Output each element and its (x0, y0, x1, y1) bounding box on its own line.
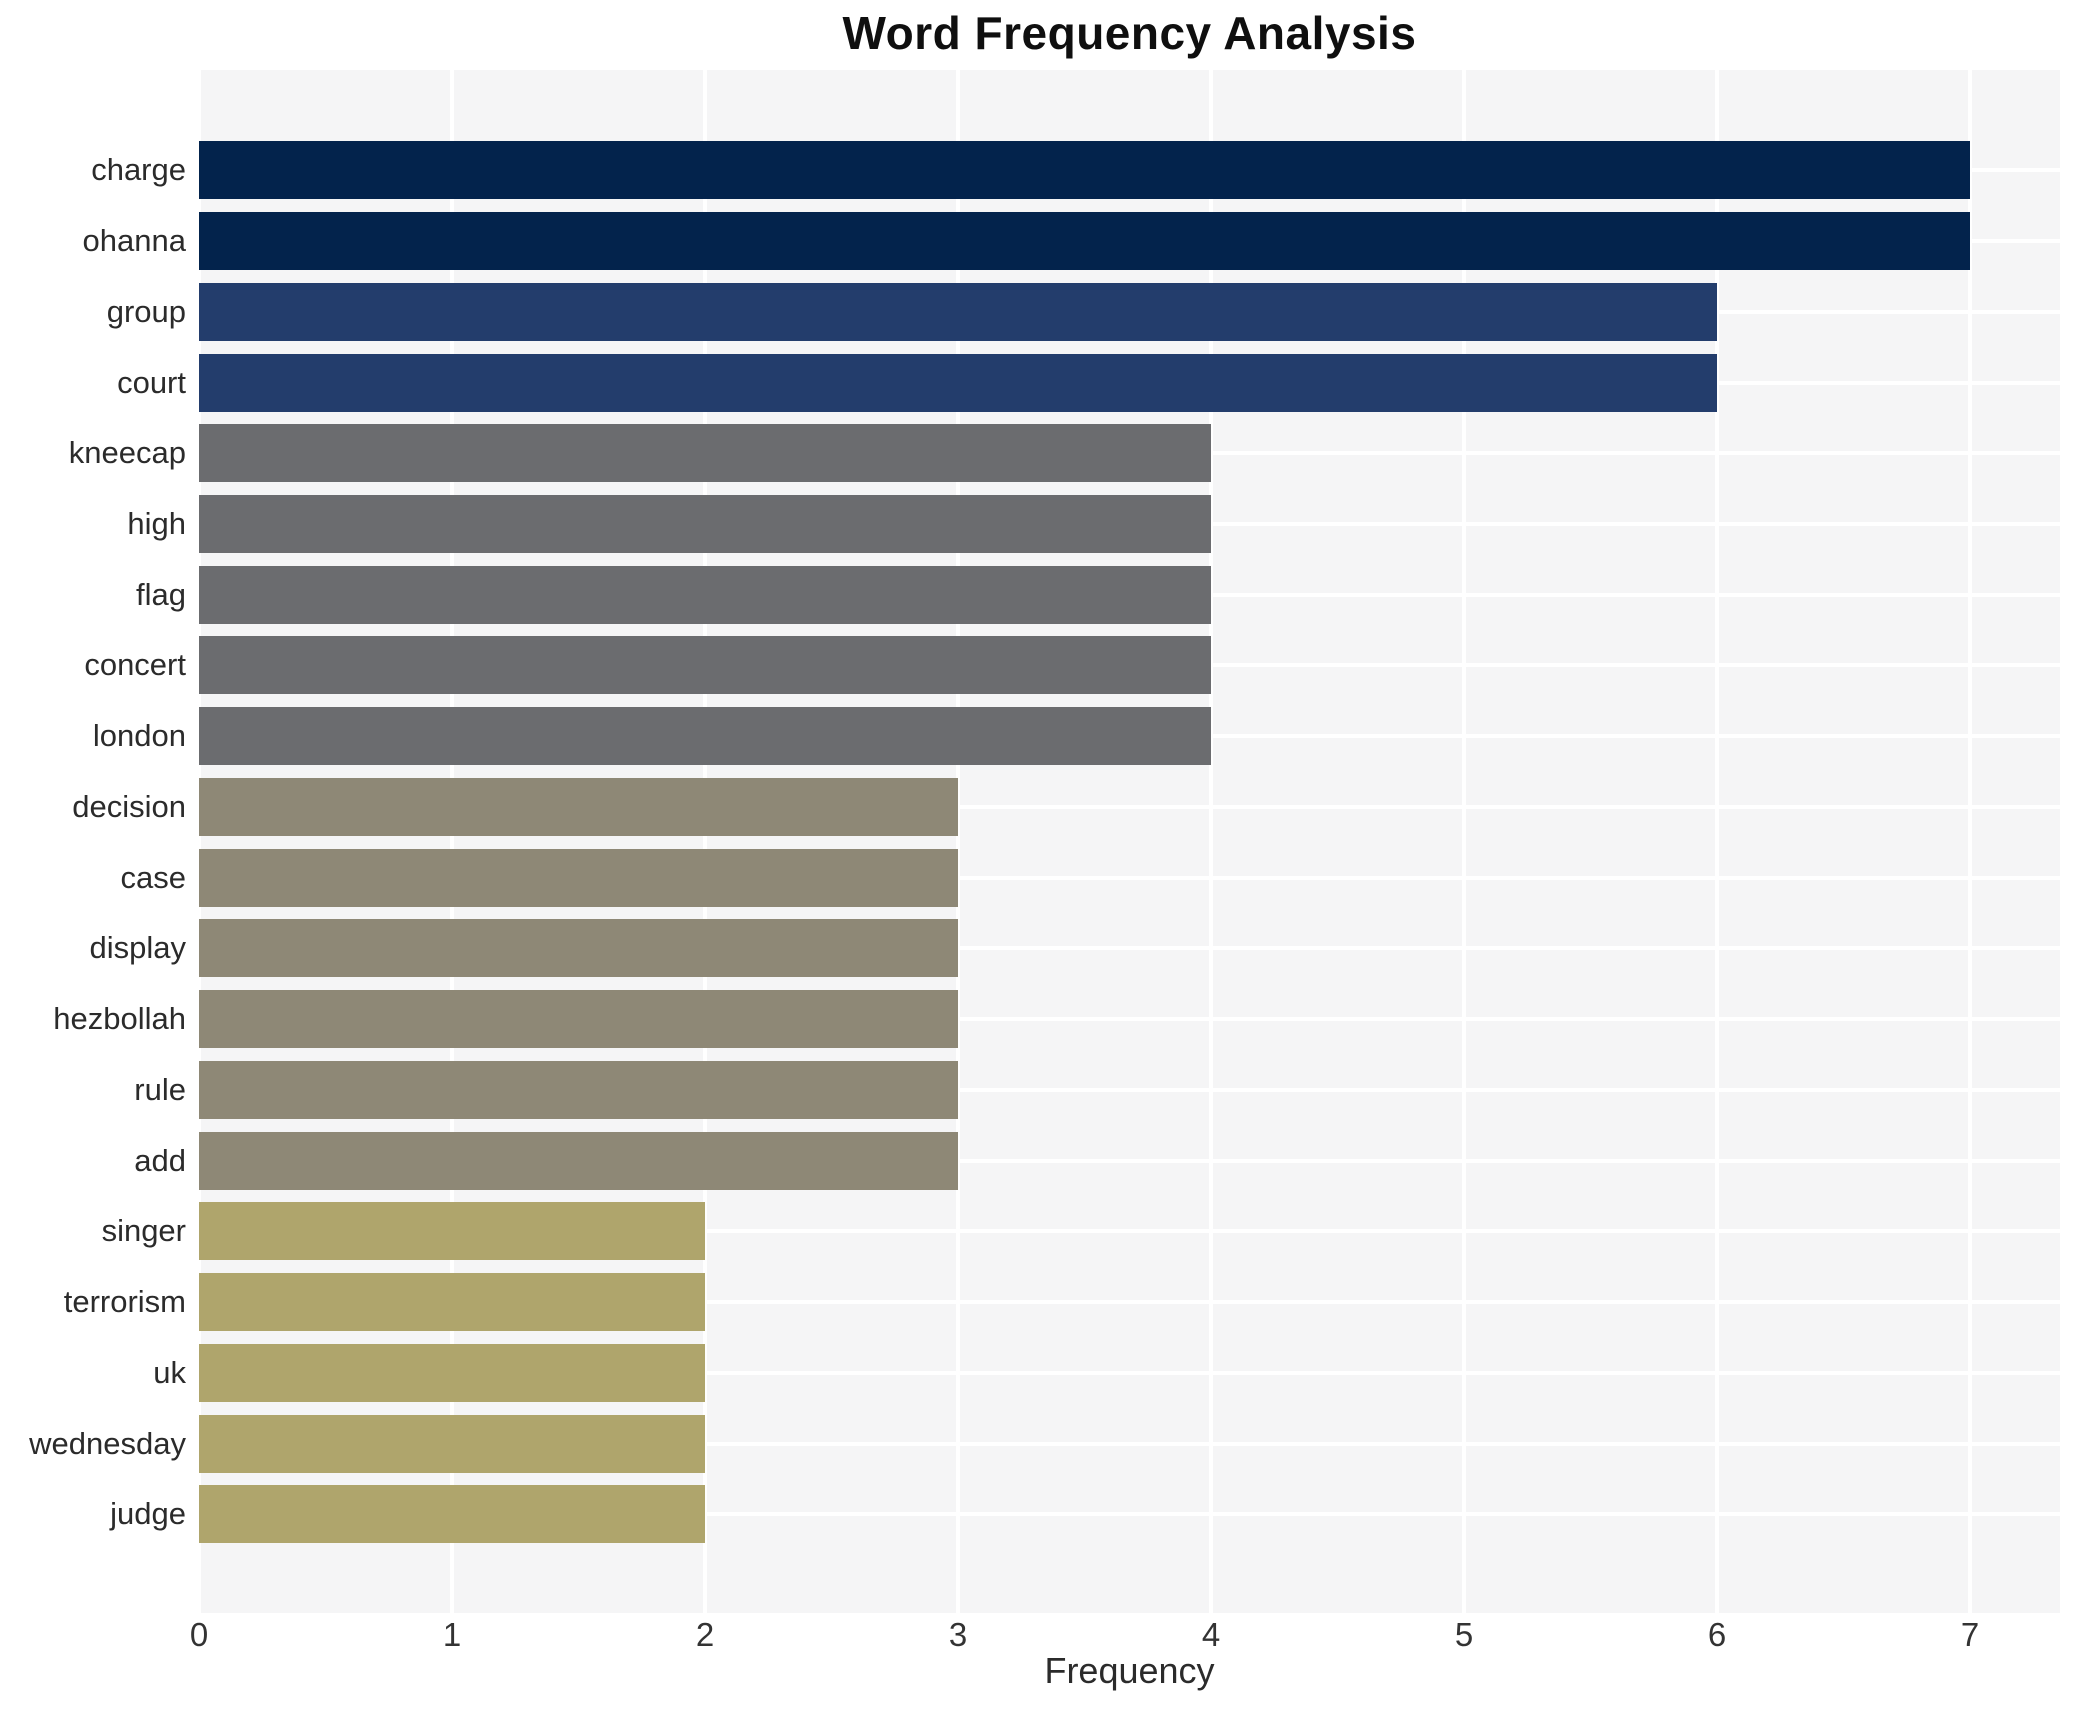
bar-display (199, 919, 958, 978)
bar-decision (199, 777, 958, 836)
y-tick-label-kneecap: kneecap (68, 435, 186, 471)
bar-group (199, 282, 1717, 341)
y-tick-label-high: high (127, 506, 186, 541)
bar-terrorism (199, 1273, 705, 1332)
y-tick-label-rule: rule (134, 1071, 186, 1107)
y-tick-label-uk: uk (153, 1354, 186, 1390)
y-tick-label-ohanna: ohanna (82, 223, 186, 259)
y-tick-label-case: case (120, 859, 186, 895)
plot-area (199, 70, 2060, 1613)
x-gridline (956, 70, 960, 1613)
y-tick-label-add: add (134, 1142, 186, 1178)
x-tick-label: 1 (442, 1616, 462, 1653)
x-tick-label: 3 (948, 1616, 968, 1653)
y-tick-label-hezbollah: hezbollah (53, 1001, 186, 1037)
bar-flag (199, 565, 1211, 624)
bar-hezbollah (199, 990, 958, 1049)
y-gridline (199, 1441, 2060, 1446)
bar-charge (199, 141, 1970, 200)
x-gridline (1715, 70, 1719, 1613)
y-tick-label-flag: flag (136, 576, 186, 612)
bar-kneecap (199, 424, 1211, 483)
x-gridline (1462, 70, 1466, 1613)
x-gridline (1209, 70, 1213, 1613)
bar-add (199, 1131, 958, 1190)
y-gridline (199, 1158, 2060, 1163)
bar-high (199, 495, 1211, 553)
y-tick-label-london: london (92, 718, 186, 754)
bar-ohanna (199, 212, 1970, 271)
bar-court (199, 353, 1717, 412)
y-tick-label-display: display (89, 930, 187, 966)
bar-judge (199, 1485, 705, 1544)
bar-london (199, 707, 1211, 766)
y-gridline (199, 946, 2060, 951)
y-gridline (199, 1017, 2060, 1022)
y-gridline (199, 1300, 2060, 1305)
y-gridline (199, 1512, 2060, 1517)
y-tick-label-group: group (106, 293, 186, 329)
y-tick-label-decision: decision (72, 788, 186, 824)
y-gridline (199, 1229, 2060, 1234)
bar-rule (199, 1060, 958, 1119)
y-tick-label-court: court (117, 364, 186, 400)
x-tick-label: 7 (1960, 1616, 1980, 1653)
y-gridline (199, 1087, 2060, 1092)
x-axis-label: Frequency (1044, 1650, 1215, 1691)
x-gridline (1968, 70, 1972, 1613)
x-gridline (703, 70, 707, 1613)
y-gridline (199, 804, 2060, 809)
y-tick-label-wednesday: wednesday (29, 1425, 186, 1461)
bar-singer (199, 1202, 705, 1261)
y-gridline (199, 875, 2060, 880)
bar-concert (199, 636, 1211, 695)
bar-case (199, 848, 958, 907)
x-gridline (199, 70, 201, 1613)
x-tick-label: 5 (1454, 1616, 1474, 1653)
y-tick-label-concert: concert (84, 647, 186, 683)
x-tick-label: 0 (189, 1616, 209, 1653)
y-gridline (199, 1370, 2060, 1375)
bar-wednesday (199, 1414, 705, 1473)
y-tick-label-terrorism: terrorism (63, 1284, 186, 1320)
chart-title: Word Frequency Analysis (842, 7, 1417, 59)
x-tick-label: 2 (695, 1616, 715, 1653)
y-tick-label-singer: singer (101, 1213, 186, 1249)
x-tick-label: 6 (1707, 1616, 1727, 1653)
y-tick-label-charge: charge (91, 152, 186, 188)
x-tick-label: 4 (1201, 1616, 1221, 1653)
y-tick-label-judge: judge (110, 1496, 186, 1532)
x-gridline (450, 70, 454, 1613)
bar-uk (199, 1343, 705, 1402)
